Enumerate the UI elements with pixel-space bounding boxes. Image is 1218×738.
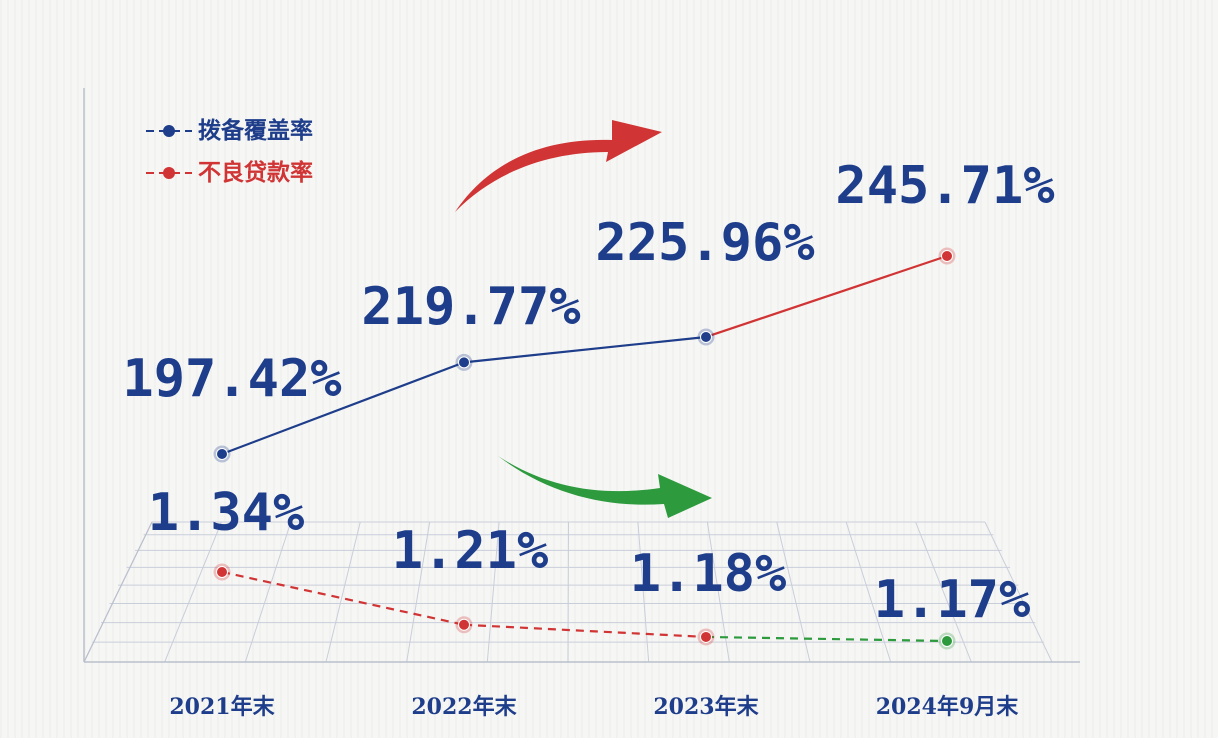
trend-down-arrow-icon [498, 456, 712, 518]
x-tick-label: 2023年末 [653, 694, 759, 720]
coverage-value-label: 197.42% [122, 349, 341, 409]
legend-marker-red-icon [146, 167, 192, 179]
coverage-point [216, 448, 228, 460]
npl-point [458, 618, 470, 631]
grid-line-vertical [164, 521, 222, 663]
legend-label: 不良贷款率 [198, 160, 313, 186]
axes [83, 88, 1080, 663]
grid-line-vertical [845, 521, 892, 663]
npl-value-label: 1.34% [148, 483, 305, 543]
npl-line-segment [705, 635, 948, 643]
npl-line-segment [463, 623, 707, 639]
npl-point [941, 635, 953, 647]
grid-line-vertical [984, 521, 1053, 663]
x-tick-label: 2024年9月末 [876, 694, 1020, 720]
x-axis-ticks: 2021年末 2022年末 2023年末 2024年9月末 [169, 694, 1019, 720]
coverage-point [458, 356, 470, 369]
series-points [213, 247, 956, 650]
grid-line-vertical [567, 521, 569, 663]
grid-line-vertical [486, 521, 500, 663]
trend-arrows [455, 120, 712, 518]
grid-line-vertical [406, 521, 431, 663]
npl-point [216, 566, 228, 578]
grid-line-vertical [637, 521, 650, 663]
npl-point [700, 630, 712, 643]
grid-line-vertical [915, 521, 972, 663]
coverage-line-segment [463, 335, 707, 364]
grid-line-vertical [706, 521, 730, 663]
legend-label: 拨备覆盖率 [198, 118, 313, 144]
coverage-line-segment [221, 361, 465, 456]
value-labels: 197.42% 219.77%225.96% 245.71% 1.34% 1.21% 1.… [122, 156, 1054, 630]
npl-value-label: 1.18% [630, 544, 787, 604]
trend-up-arrow-icon [455, 120, 662, 212]
series-lines [221, 254, 948, 643]
x-tick-label: 2022年末 [411, 694, 517, 720]
coverage-point [941, 250, 953, 262]
npl-value-label: 1.17% [874, 570, 1031, 630]
x-tick-label: 2021年末 [169, 694, 275, 720]
legend-marker-blue-icon [146, 125, 192, 137]
floor-edge [83, 521, 153, 663]
coverage-value-label: 225.96% [595, 213, 814, 273]
coverage-value-label: 245.71% [835, 156, 1054, 216]
coverage-value-label: 219.77% [361, 277, 580, 337]
grid-line-vertical [325, 521, 361, 663]
coverage-point [700, 330, 712, 343]
coverage-line-segment [705, 254, 948, 339]
grid-line-vertical [244, 521, 292, 663]
npl-value-label: 1.21% [392, 521, 549, 581]
